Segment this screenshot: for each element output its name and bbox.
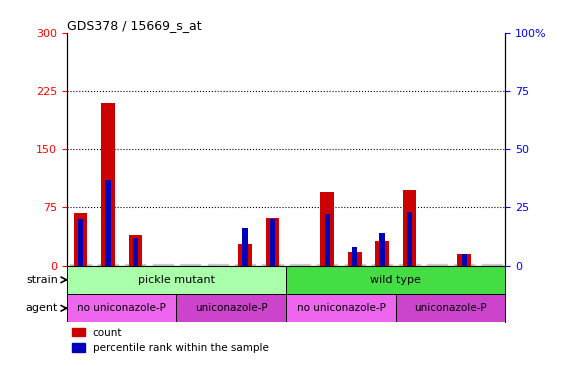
Bar — [67, 294, 177, 322]
Bar — [286, 294, 396, 322]
Bar — [352, 247, 357, 266]
Bar — [348, 252, 361, 266]
Bar — [101, 103, 115, 266]
Bar — [132, 238, 138, 266]
Bar — [78, 219, 83, 266]
Text: strain: strain — [26, 275, 58, 285]
Bar — [320, 192, 334, 266]
Bar — [177, 294, 286, 322]
Bar — [286, 266, 505, 294]
Bar — [266, 217, 279, 266]
Text: pickle mutant: pickle mutant — [138, 275, 215, 285]
Text: no uniconazole-P: no uniconazole-P — [296, 303, 385, 313]
Bar — [242, 228, 248, 266]
Bar — [105, 179, 110, 266]
Bar — [379, 233, 385, 266]
Bar — [375, 241, 389, 266]
Bar — [462, 254, 467, 266]
Bar — [325, 214, 330, 266]
Text: agent: agent — [26, 303, 58, 313]
Bar — [128, 235, 142, 266]
Bar — [74, 213, 87, 266]
Text: uniconazole-P: uniconazole-P — [195, 303, 268, 313]
Text: no uniconazole-P: no uniconazole-P — [77, 303, 166, 313]
Bar — [238, 244, 252, 266]
Bar — [270, 219, 275, 266]
Bar — [407, 212, 413, 266]
Bar — [67, 266, 286, 294]
Bar — [396, 294, 505, 322]
Text: GDS378 / 15669_s_at: GDS378 / 15669_s_at — [67, 19, 202, 32]
Bar — [457, 254, 471, 266]
Text: uniconazole-P: uniconazole-P — [414, 303, 487, 313]
Text: wild type: wild type — [370, 275, 421, 285]
Legend: count, percentile rank within the sample: count, percentile rank within the sample — [72, 328, 269, 353]
Bar — [403, 190, 417, 266]
